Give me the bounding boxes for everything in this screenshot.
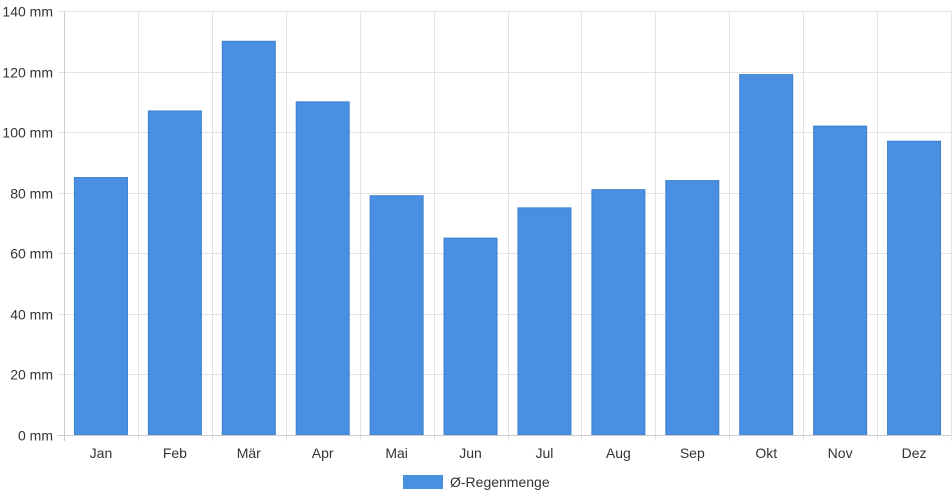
bar-feb [147, 110, 202, 436]
legend-swatch [403, 475, 443, 489]
x-tick-label: Jan [90, 445, 113, 461]
legend: Ø-Regenmenge [403, 474, 550, 490]
bar-apr [295, 101, 350, 436]
y-tick-label: 140 mm [2, 4, 53, 20]
bar-jan [73, 177, 128, 436]
y-tick-label: 80 mm [10, 186, 53, 202]
grid-lines [58, 11, 952, 441]
bar-mai [369, 195, 424, 436]
y-tick-label: 100 mm [2, 125, 53, 141]
axes [58, 11, 951, 441]
bar-nov [813, 125, 868, 436]
y-axis-labels: 0 mm 20 mm 40 mm 60 mm 80 mm 100 mm 120 mm 140 … [2, 4, 53, 444]
x-tick-label: Dez [902, 445, 927, 461]
x-tick-label: Feb [163, 445, 187, 461]
x-tick-label: Nov [828, 445, 853, 461]
x-tick-label: Sep [680, 445, 705, 461]
y-tick-label: 0 mm [18, 428, 53, 444]
y-tick-label: 120 mm [2, 65, 53, 81]
bar-jul [517, 207, 572, 436]
x-tick-label: Mai [385, 445, 408, 461]
y-tick-label: 40 mm [10, 307, 53, 323]
y-tick-label: 60 mm [10, 246, 53, 262]
x-tick-label: Okt [755, 445, 777, 461]
legend-label: Ø-Regenmenge [450, 474, 550, 490]
x-tick-label: Aug [606, 445, 631, 461]
bar-aug [591, 189, 646, 436]
x-axis-labels: Jan Feb Mär Apr Mai Jun Jul Aug Sep Okt Nov Dez [90, 445, 927, 461]
x-tick-label: Jul [536, 445, 554, 461]
x-tick-label: Mär [237, 445, 261, 461]
bar-mär [221, 40, 276, 436]
bars [73, 40, 942, 436]
x-tick-label: Apr [312, 445, 334, 461]
bar-okt [739, 74, 794, 436]
y-tick-label: 20 mm [10, 367, 53, 383]
x-tick-label: Jun [459, 445, 482, 461]
bar-dez [887, 140, 942, 436]
bar-sep [665, 180, 720, 436]
bar-jun [443, 237, 498, 436]
